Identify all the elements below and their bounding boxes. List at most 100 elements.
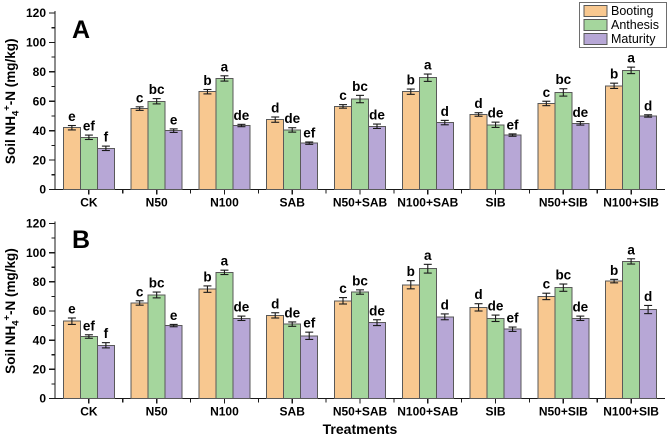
sig-letter: c	[339, 281, 347, 296]
sig-letter: bc	[352, 79, 368, 94]
panel-letter: A	[72, 16, 90, 44]
legend-swatch-booting	[583, 5, 608, 17]
bar-booting	[401, 284, 420, 399]
sig-letter: ef	[507, 311, 520, 326]
bar-maturity	[232, 125, 251, 191]
bar-booting	[469, 306, 488, 399]
sig-letter: c	[543, 85, 551, 100]
x-tick-label: SAB	[280, 196, 306, 210]
bar-anthesis	[283, 323, 302, 399]
sig-letter: a	[221, 59, 229, 74]
y-axis-title: Soil NH4+-N (mg/kg)	[2, 248, 22, 374]
sig-letter: a	[424, 248, 432, 263]
legend-item-anthesis: Anthesis	[583, 18, 659, 32]
y-tick-label: 80	[33, 65, 47, 79]
bar-anthesis	[79, 136, 98, 190]
legend-swatch-anthesis	[583, 19, 608, 31]
bar-anthesis	[418, 77, 437, 190]
sig-letter: f	[104, 130, 109, 145]
bar-anthesis	[215, 77, 234, 190]
bar-anthesis	[486, 124, 505, 190]
sig-letter: d	[441, 104, 449, 119]
x-tick-label: N50+SAB	[333, 196, 388, 210]
sig-letter: b	[407, 264, 415, 279]
y-tick-label: 100	[26, 36, 46, 50]
bar-booting	[266, 119, 285, 190]
legend-item-booting: Booting	[583, 4, 653, 18]
bar-booting	[198, 288, 217, 399]
x-tick-label: SIB	[486, 405, 506, 419]
bar-maturity	[435, 316, 454, 400]
legend-label-maturity: Maturity	[611, 32, 656, 46]
sig-letter: e	[68, 109, 76, 124]
bar-anthesis	[147, 294, 166, 400]
sig-letter: c	[543, 277, 551, 292]
x-tick-label: N100+SAB	[397, 405, 458, 419]
y-tick-label: 120	[26, 6, 46, 20]
bar-booting	[537, 295, 556, 399]
x-tick-label: N100+SAB	[397, 196, 458, 210]
sig-letter: e	[170, 308, 178, 323]
bar-booting	[198, 91, 217, 190]
y-axis-title: Soil NH4+-N (mg/kg)	[2, 38, 22, 164]
sig-letter: bc	[555, 72, 571, 87]
bar-anthesis	[554, 91, 573, 190]
bar-maturity	[503, 134, 522, 190]
bar-anthesis	[283, 129, 302, 190]
bar-booting	[469, 113, 488, 190]
bar-booting	[62, 320, 81, 400]
y-tick-label: 40	[33, 333, 47, 347]
sig-letter: de	[369, 108, 385, 123]
sig-letter: b	[203, 73, 211, 88]
bar-maturity	[571, 317, 590, 399]
x-tick-label: N50+SAB	[333, 405, 388, 419]
sig-letter: b	[203, 269, 211, 284]
x-tick-label: N100	[210, 196, 239, 210]
bar-booting	[266, 314, 285, 399]
y-tick-label: 0	[39, 392, 46, 406]
bar-anthesis	[554, 287, 573, 399]
sig-letter: d	[271, 296, 279, 311]
sig-letter: a	[221, 254, 229, 269]
sig-letter: e	[170, 112, 178, 127]
sig-letter: de	[234, 300, 250, 315]
y-tick-label: 20	[33, 153, 47, 167]
bar-booting	[401, 91, 420, 190]
x-axis-title: Treatments	[323, 421, 398, 437]
bar-maturity	[96, 344, 115, 400]
bar-anthesis	[79, 336, 98, 400]
sig-letter: de	[572, 105, 588, 120]
sig-letter: d	[441, 297, 449, 312]
bar-anthesis	[418, 268, 437, 400]
x-tick-label: N50	[146, 196, 168, 210]
bar-anthesis	[351, 291, 369, 399]
bar-anthesis	[147, 100, 166, 190]
sig-letter: bc	[149, 276, 165, 291]
sig-letter: b	[610, 263, 618, 278]
bar-anthesis	[351, 98, 369, 190]
sig-letter: d	[271, 100, 279, 115]
x-tick-label: N50+SIB	[539, 405, 588, 419]
sig-letter: de	[284, 305, 300, 320]
sig-letter: de	[284, 111, 300, 126]
x-tick-label: N50	[146, 405, 168, 419]
bar-maturity	[571, 122, 590, 190]
sig-letter: bc	[555, 268, 571, 283]
x-tick-label: SIB	[486, 196, 506, 210]
bar-maturity	[164, 325, 183, 400]
y-tick-label: 100	[26, 246, 46, 260]
bar-maturity	[368, 322, 386, 399]
y-tick-label: 60	[33, 94, 47, 108]
sig-letter: b	[610, 67, 618, 82]
bar-booting	[334, 300, 352, 399]
sig-letter: de	[488, 106, 504, 121]
bar-maturity	[503, 328, 522, 399]
sig-letter: ef	[303, 125, 316, 140]
x-tick-label: N100+SIB	[603, 405, 659, 419]
panel-letter: B	[72, 226, 90, 254]
sig-letter: ef	[507, 117, 520, 132]
